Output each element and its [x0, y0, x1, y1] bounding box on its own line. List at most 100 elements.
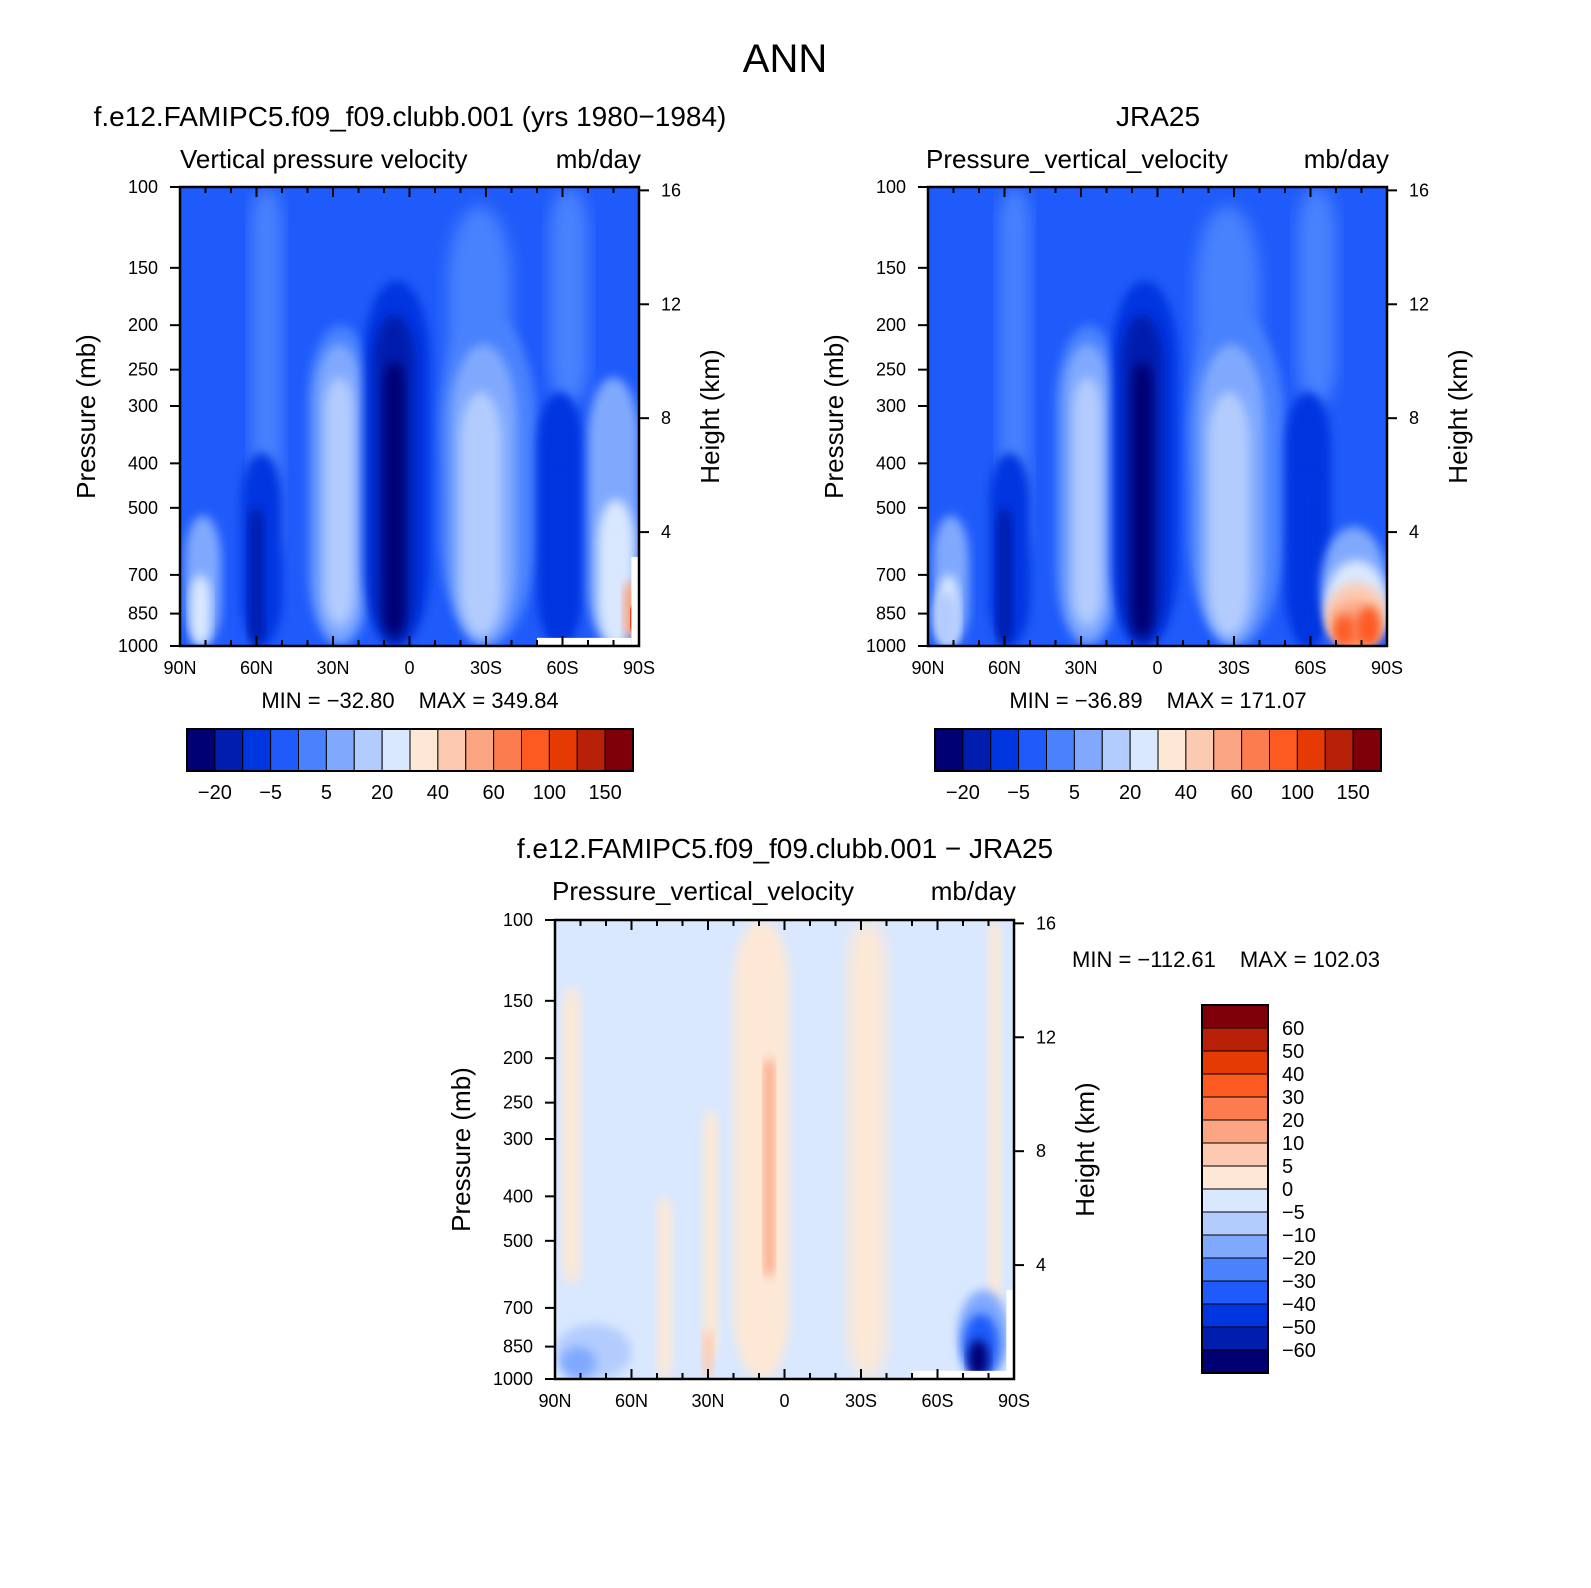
colorbar-label: 10	[1282, 1133, 1304, 1155]
panel-model: f.e12.FAMIPC5.f09_f09.clubb.001 (yrs 198…	[71, 101, 726, 804]
axes: 90N 60N 30N 0 30S 60S 90S 100 150 200 250 300 400 500…	[446, 910, 1100, 1411]
x-tick-label: 90S	[623, 658, 655, 678]
colorbar-swatch	[353, 728, 383, 772]
y-tick-label: 100	[876, 177, 906, 197]
y2-axis-title: Height (km)	[695, 349, 725, 483]
colorbar-label: 100	[533, 782, 566, 804]
y-axis-title: Pressure (mb)	[71, 334, 101, 499]
colorbar-swatch	[270, 728, 299, 772]
negative-sh-core	[968, 1339, 989, 1379]
colorbar-label: 20	[1119, 782, 1141, 804]
colorbar-label: 20	[1282, 1110, 1304, 1132]
colorbar-swatch	[1201, 1326, 1269, 1351]
y2-tick-label: 12	[1409, 294, 1429, 314]
y2-tick-label: 4	[1036, 1255, 1046, 1275]
variable-units: mb/day	[931, 876, 1016, 906]
y-tick-label: 400	[128, 453, 158, 473]
colorbar-swatch	[1324, 728, 1354, 772]
panel-title: f.e12.FAMIPC5.f09_f09.clubb.001 − JRA25	[517, 833, 1053, 864]
topography-mask	[537, 637, 632, 646]
colorbar-swatch	[1201, 1280, 1269, 1305]
colorbar-label: 0	[1282, 1179, 1293, 1201]
x-tick-label: 30N	[316, 658, 349, 678]
colorbar-swatch	[990, 728, 1020, 772]
y-tick-label: 850	[128, 604, 158, 624]
panel-diff: f.e12.FAMIPC5.f09_f09.clubb.001 − JRA25 …	[446, 833, 1380, 1411]
colorbar-swatch	[437, 728, 467, 772]
axes: 90N 60N 30N 0 30S 60S 90S 100 150 200 250 300 400 500…	[819, 177, 1473, 678]
positive-band-nh3	[562, 987, 581, 1284]
colorbar-swatch	[1201, 1303, 1269, 1328]
panel-title: f.e12.FAMIPC5.f09_f09.clubb.001 (yrs 198…	[94, 101, 727, 132]
colorbar-label: −5	[1007, 782, 1030, 804]
min-label: MIN = −32.80	[261, 688, 394, 713]
colorbar-swatch	[1201, 1096, 1269, 1121]
y2-tick-label: 4	[1409, 522, 1419, 542]
x-tick-label: 60N	[615, 1391, 648, 1411]
nh-polar-lighter	[190, 574, 211, 646]
colorbar-label: 150	[588, 782, 621, 804]
panel-obs: JRA25 Pressure_vertical_velocity mb/day …	[819, 101, 1473, 804]
x-tick-label: 60S	[546, 658, 578, 678]
y-tick-label: 150	[876, 258, 906, 278]
axes: 90N 60N 30N 0 30S 60S 90S 100 150 200 250 300 400 500…	[71, 177, 725, 678]
y-tick-label: 200	[128, 315, 158, 335]
y-tick-label: 300	[503, 1129, 533, 1149]
colorbar-swatch	[1201, 1027, 1269, 1052]
colorbar-label: −10	[1282, 1225, 1316, 1247]
subsidence-sh-core	[1208, 392, 1250, 636]
y-tick-label: 500	[876, 498, 906, 518]
y-tick-label: 400	[503, 1186, 533, 1206]
x-tick-label: 90N	[911, 658, 944, 678]
x-tick-label: 30S	[1218, 658, 1250, 678]
colorbar-swatch	[381, 728, 411, 772]
colorbar-frame	[1201, 1004, 1269, 1374]
y2-tick-label: 16	[1036, 913, 1056, 933]
colorbar-swatch	[1018, 728, 1047, 772]
colorbar-swatch	[521, 728, 550, 772]
nh-midlat-ascent-core	[248, 507, 265, 646]
y2-axis-title: Height (km)	[1070, 1082, 1100, 1216]
colorbar-swatch	[1201, 1050, 1269, 1075]
y2-axis-title: Height (km)	[1443, 349, 1473, 483]
colorbar-swatch	[962, 728, 992, 772]
colorbar-swatch	[1201, 1188, 1269, 1213]
y2-tick-label: 8	[1409, 408, 1419, 428]
colorbar-swatch	[242, 728, 272, 772]
y-tick-label: 150	[503, 991, 533, 1011]
arctic-light	[933, 591, 959, 646]
colorbar-swatch	[548, 728, 578, 772]
y2-tick-label: 12	[661, 294, 681, 314]
colorbar-swatch	[934, 728, 964, 772]
colorbar-swatch	[576, 728, 606, 772]
colorbar-label: 50	[1282, 1041, 1304, 1063]
colorbar-label: −40	[1282, 1294, 1316, 1316]
positive-core-equator	[764, 1058, 775, 1278]
colorbar-swatch	[1201, 1349, 1269, 1374]
y-tick-label: 850	[503, 1337, 533, 1357]
stats-line: MIN = −112.61 MAX = 102.03	[1072, 947, 1380, 972]
y-tick-label: 150	[128, 258, 158, 278]
colorbar-swatch	[1352, 728, 1382, 772]
colorbar-swatch	[1201, 1234, 1269, 1259]
y-tick-label: 300	[128, 396, 158, 416]
colorbar-swatch	[325, 728, 355, 772]
antarctic-peak2	[1336, 615, 1352, 646]
x-tick-label: 90N	[163, 658, 196, 678]
y-tick-label: 1000	[493, 1369, 533, 1389]
colorbar-label: 60	[483, 782, 505, 804]
positive-band-polar-sh	[988, 920, 1002, 1308]
x-tick-label: 30N	[1064, 658, 1097, 678]
x-tick-label: 0	[1152, 658, 1162, 678]
colorbar-swatch	[493, 728, 522, 772]
negative-nh-surface-core	[560, 1346, 596, 1379]
y2-tick-label: 16	[1409, 180, 1429, 200]
y-axis-title: Pressure (mb)	[819, 334, 849, 499]
topography-mask	[912, 1370, 1007, 1379]
colorbar-swatch	[1201, 1142, 1269, 1167]
min-label: MIN = −112.61	[1072, 947, 1216, 972]
colorbar-swatch	[298, 728, 327, 772]
colorbar-swatch	[1073, 728, 1103, 772]
